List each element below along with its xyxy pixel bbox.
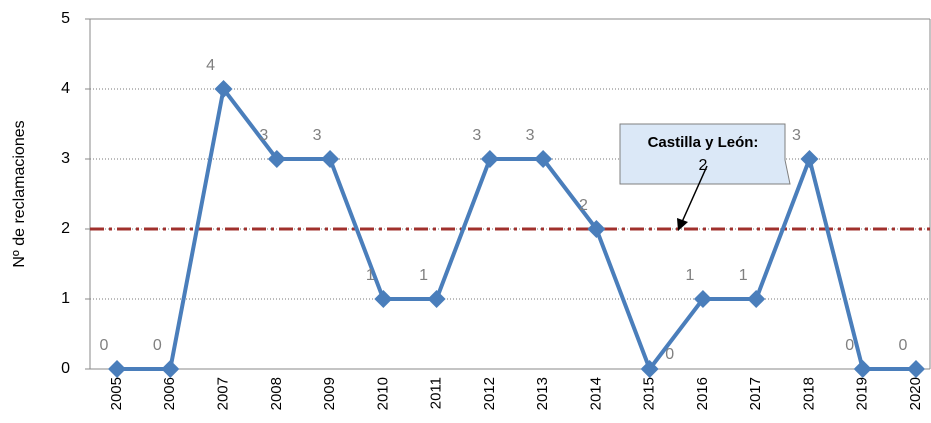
- data-label: 0: [100, 337, 109, 354]
- x-tick-label: 2016: [694, 377, 711, 410]
- x-tick-label: 2009: [321, 377, 338, 410]
- y-tick-label: 4: [61, 80, 70, 97]
- data-label: 3: [259, 127, 268, 144]
- marker: [161, 360, 180, 378]
- callout-pointer: [681, 165, 708, 223]
- y-axis-label: Nº de reclamaciones: [11, 120, 28, 267]
- x-tick-label: 2020: [907, 377, 924, 410]
- y-tick-label: 3: [61, 150, 70, 167]
- data-label: 3: [792, 127, 801, 144]
- marker: [480, 150, 499, 168]
- x-tick-label: 2019: [854, 377, 871, 410]
- marker: [907, 360, 925, 378]
- data-label: 0: [665, 346, 674, 363]
- marker: [427, 290, 446, 308]
- callout-arrow: [677, 218, 688, 231]
- x-tick-label: 2015: [641, 377, 658, 410]
- data-label: 2: [579, 197, 588, 214]
- series-line: [117, 84, 916, 374]
- x-tick-label: 2010: [374, 377, 391, 410]
- marker: [693, 290, 712, 308]
- x-tick-label: 2018: [800, 377, 817, 410]
- callout-box: [619, 123, 791, 185]
- data-label: 1: [739, 267, 748, 284]
- marker: [587, 220, 606, 238]
- marker: [534, 150, 553, 168]
- data-label: 1: [419, 267, 428, 284]
- marker: [108, 360, 126, 378]
- marker: [640, 360, 659, 378]
- x-tick-label: 2012: [481, 377, 498, 410]
- data-label: 3: [313, 127, 322, 144]
- data-label: 1: [685, 267, 694, 284]
- data-label: 4: [206, 57, 215, 74]
- data-label: 0: [153, 337, 162, 354]
- y-tick-label: 1: [61, 290, 70, 307]
- marker: [800, 150, 819, 168]
- marker: [853, 360, 872, 378]
- y-tick-label: 5: [61, 10, 70, 27]
- x-tick-label: 2013: [534, 377, 551, 410]
- data-label: 3: [526, 127, 535, 144]
- x-tick-label: 2006: [161, 377, 178, 410]
- marker: [747, 290, 766, 308]
- x-tick-label: 2014: [587, 377, 604, 410]
- x-tick-label: 2005: [108, 377, 125, 410]
- data-label: 3: [472, 127, 481, 144]
- data-label: 1: [366, 267, 375, 284]
- callout-value: 2: [699, 157, 708, 174]
- marker: [214, 80, 233, 98]
- data-label: 0: [899, 337, 908, 354]
- x-tick-label: 2007: [215, 377, 232, 410]
- x-tick-label: 2008: [268, 377, 285, 410]
- data-label: 0: [845, 337, 854, 354]
- callout-title: Castilla y León:: [648, 134, 759, 151]
- marker: [321, 150, 340, 168]
- y-tick-label: 2: [61, 220, 70, 237]
- marker: [374, 290, 393, 308]
- y-tick-label: 0: [61, 360, 70, 377]
- x-tick-label: 2017: [747, 377, 764, 410]
- x-tick-label: 2011: [428, 377, 445, 409]
- marker: [267, 150, 286, 168]
